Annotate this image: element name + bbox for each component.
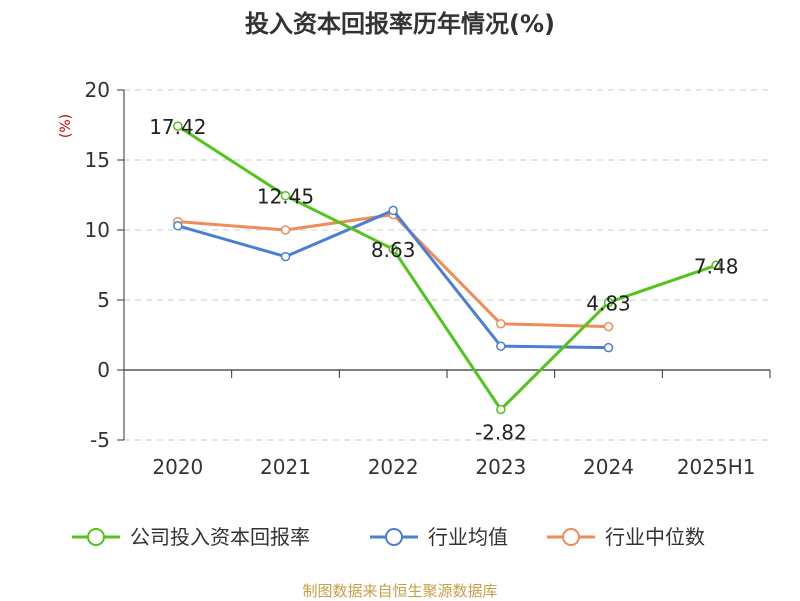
legend-label: 公司投入资本回报率: [130, 525, 310, 549]
data-point: [711, 260, 721, 271]
x-tick-label: 2024: [583, 455, 634, 479]
data-point: [280, 190, 291, 201]
y-tick-label: 15: [85, 148, 110, 172]
data-point: [280, 251, 291, 262]
data-label: 7.48: [694, 254, 739, 278]
source-note: 制图数据来自恒生聚源数据库: [302, 582, 498, 600]
series-line: [177, 213, 609, 329]
series-line: [177, 124, 717, 411]
data-point: [173, 221, 183, 231]
legend-swatch-marker: [87, 528, 105, 546]
data-point: [280, 225, 291, 235]
chart-title: 投入资本回报率历年情况(%): [245, 10, 555, 38]
data-point: [496, 341, 506, 351]
data-label: 8.63: [371, 238, 416, 262]
data-point: [603, 342, 614, 353]
data-point: [496, 404, 506, 415]
y-tick-label: 10: [85, 218, 110, 242]
legend-swatch-marker: [562, 528, 580, 546]
data-label: 12.45: [257, 185, 314, 209]
data-point: [388, 244, 398, 254]
y-axis-label: (%): [58, 114, 74, 138]
x-tick-label: 2020: [152, 455, 203, 479]
x-tick-label: 2023: [475, 455, 526, 479]
x-tick-label: 2022: [368, 455, 419, 479]
data-point: [603, 297, 614, 308]
legend-swatch-marker: [385, 528, 403, 546]
legend-label: 行业中位数: [605, 525, 705, 549]
y-tick-label: 5: [97, 288, 110, 312]
x-tick-label: 2021: [260, 455, 311, 479]
data-point: [603, 321, 614, 332]
data-label: 17.42: [149, 115, 206, 139]
data-point: [388, 205, 398, 216]
y-tick-label: 0: [97, 358, 110, 382]
x-tick-label: 2025H1: [677, 455, 756, 479]
data-point: [173, 121, 183, 131]
data-label: -2.82: [475, 420, 527, 444]
data-label: 4.83: [586, 291, 631, 315]
data-point: [496, 319, 506, 329]
y-tick-label: -5: [90, 428, 110, 452]
y-tick-label: 20: [85, 78, 110, 102]
legend-label: 行业均值: [428, 525, 508, 549]
series-line: [177, 208, 609, 350]
